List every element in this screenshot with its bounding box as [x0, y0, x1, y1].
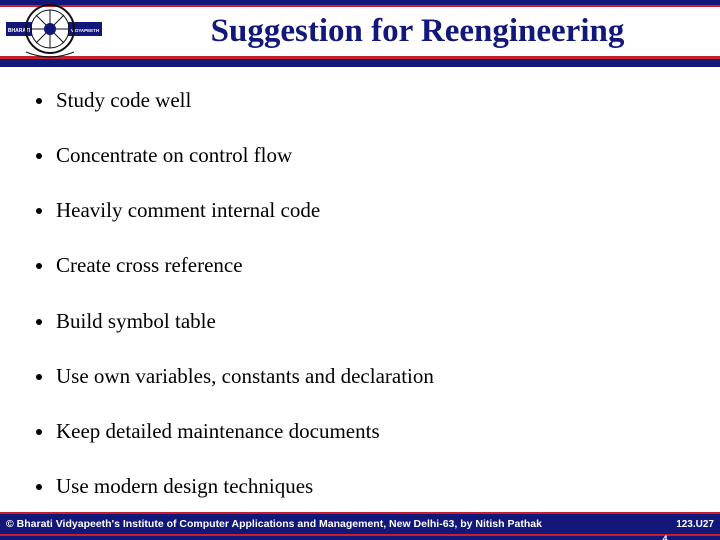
slide: BHARATI VIDYAPEETH Suggestion for Reengi…	[0, 0, 720, 540]
logo-svg: BHARATI VIDYAPEETH	[6, 2, 102, 62]
bullet-icon	[36, 374, 42, 380]
bullet-icon	[36, 319, 42, 325]
list-item: Study code well	[36, 88, 686, 112]
bullet-text: Create cross reference	[56, 253, 243, 277]
footer-sub: 4.	[662, 534, 670, 540]
logo-right-text: VIDYAPEETH	[71, 28, 99, 33]
list-item: Create cross reference	[36, 253, 686, 277]
footer-band: © Bharati Vidyapeeth's Institute of Comp…	[0, 512, 720, 540]
list-item: Concentrate on control flow	[36, 143, 686, 167]
slide-title-container: Suggestion for Reengineering	[120, 7, 715, 55]
bullet-text: Use modern design techniques	[56, 474, 313, 498]
footer-bottom	[0, 536, 720, 540]
bullet-icon	[36, 153, 42, 159]
bullet-icon	[36, 263, 42, 269]
footer-copyright: © Bharati Vidyapeeth's Institute of Comp…	[6, 514, 616, 534]
bullet-icon	[36, 429, 42, 435]
bullet-text: Concentrate on control flow	[56, 143, 292, 167]
bullet-text: Build symbol table	[56, 309, 216, 333]
bullet-text: Use own variables, constants and declara…	[56, 364, 434, 388]
list-item: Build symbol table	[36, 309, 686, 333]
slide-title: Suggestion for Reengineering	[211, 13, 625, 50]
footer-page-number: 123.U27	[676, 514, 714, 534]
bullet-text: Keep detailed maintenance documents	[56, 419, 380, 443]
list-item: Use own variables, constants and declara…	[36, 364, 686, 388]
bullet-text: Heavily comment internal code	[56, 198, 320, 222]
bullet-list: Study code well Concentrate on control f…	[36, 88, 686, 529]
list-item: Heavily comment internal code	[36, 198, 686, 222]
bullet-icon	[36, 98, 42, 104]
header-band: BHARATI VIDYAPEETH Suggestion for Reengi…	[0, 0, 720, 68]
institution-logo: BHARATI VIDYAPEETH	[6, 2, 102, 62]
bullet-icon	[36, 484, 42, 490]
list-item: Keep detailed maintenance documents	[36, 419, 686, 443]
header-border-bottom	[0, 59, 720, 67]
bullet-icon	[36, 208, 42, 214]
list-item: Use modern design techniques	[36, 474, 686, 498]
bullet-text: Study code well	[56, 88, 191, 112]
